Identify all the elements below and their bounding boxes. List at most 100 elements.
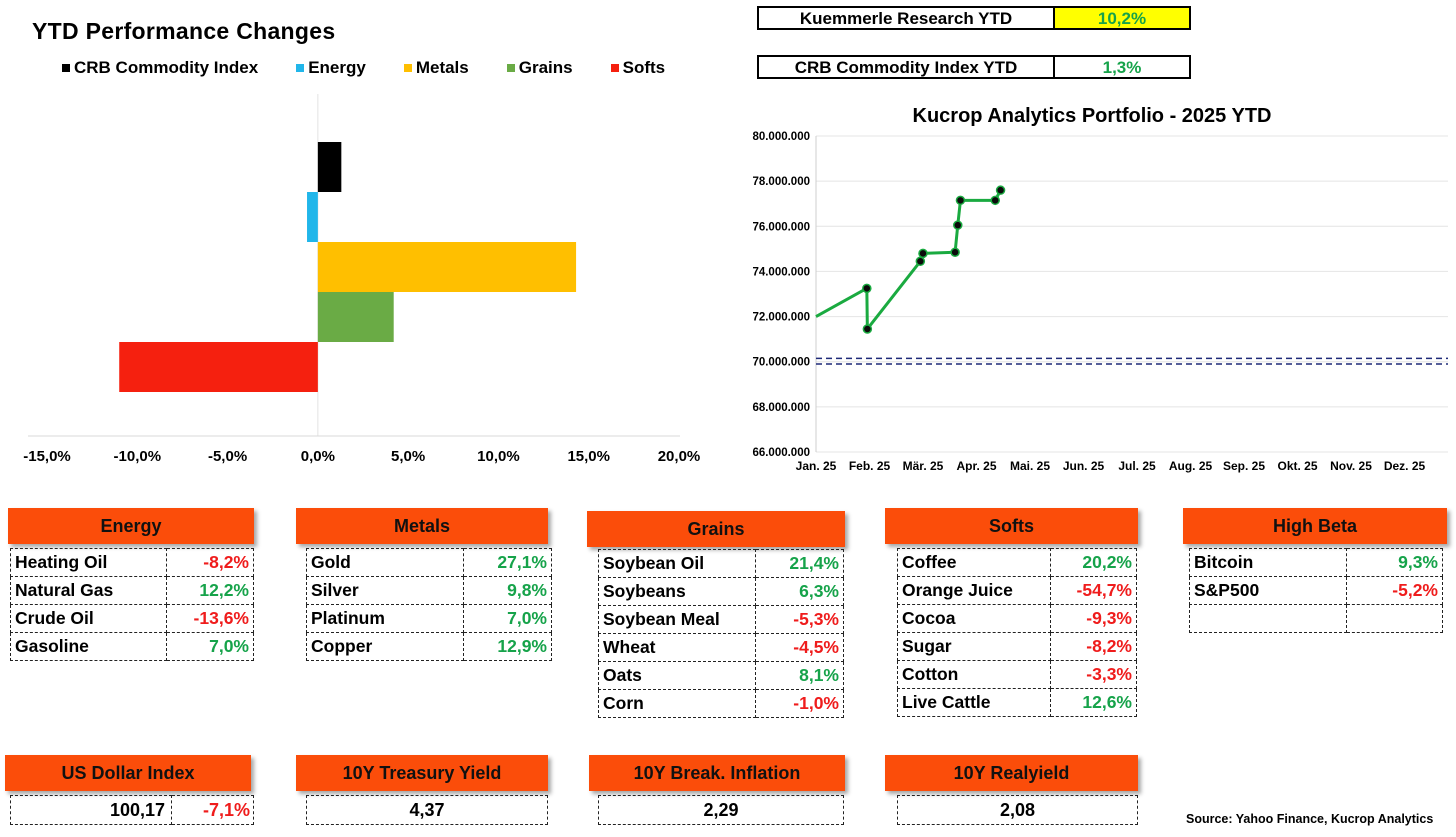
legend-swatch [506,64,515,72]
x-tick-label: Aug. 25 [1169,459,1213,473]
treasury-yield-card: 10Y Treasury Yield 4,37 [296,755,548,825]
metals-card: Metals Gold 27,1% Silver 9,8% Platinum 7,0% Co… [296,508,553,661]
energy-card: Energy Heating Oil -8,2% Natural Gas 12,2% C… [8,508,255,661]
table-row: Oats 8,1% [598,661,845,690]
row-value: 12,6% [1049,688,1138,717]
table-row: Bitcoin 9,3% [1189,548,1444,577]
row-name: Oats [598,661,756,690]
x-tick-label: 10,0% [477,448,520,465]
bar-0 [317,142,342,192]
x-tick-label: Sep. 25 [1223,459,1265,473]
row-name: Live Cattle [897,688,1051,717]
row-name: Orange Juice [897,576,1051,605]
x-tick-label: -10,0% [114,448,162,465]
row-name: Heating Oil [10,548,167,577]
energy-table: Heating Oil -8,2% Natural Gas 12,2% Crude Oi… [10,548,255,661]
data-point [950,247,960,257]
legend-item: Grains [506,58,573,78]
grains-card: Grains Soybean Oil 21,4% Soybeans 6,3% Soybe… [587,511,845,718]
high-beta-card: High Beta Bitcoin 9,3% S&P500 -5,2% [1183,508,1447,633]
kpi-value: 10,2% [1055,8,1189,28]
legend-item: CRB Commodity Index [62,58,258,78]
card-header: 10Y Break. Inflation [589,755,845,791]
y-tick-label: 68.000.000 [752,402,810,414]
y-tick-label: 76.000.000 [752,221,810,233]
card-header: 10Y Realyield [885,755,1138,791]
table-row: Crude Oil -13,6% [10,604,255,633]
data-point [862,324,873,334]
softs-table: Coffee 20,2% Orange Juice -54,7% Cocoa -9,3% S… [897,548,1138,717]
legend-item: Softs [610,58,666,78]
card-header: High Beta [1183,508,1447,544]
row-value: -13,6% [165,604,255,633]
ytd-bar-chart: -15,0% -10,0% -5,0% 0,0% 5,0% 10,0% 15,0% 20,0% [23,94,701,465]
row-name: Copper [306,632,464,661]
y-tick-label: 80.000.000 [752,131,810,143]
bar-4 [119,342,318,392]
real-yield-card: 10Y Realyield 2,08 [885,755,1138,825]
row-name: Bitcoin [1189,548,1347,577]
row-value: 9,8% [462,576,553,605]
row-value: 9,3% [1345,548,1444,577]
table-row: Gasoline 7,0% [10,632,255,661]
indicator-value: 100,17 [10,795,172,825]
row-value: 8,1% [754,661,845,690]
row-name: Wheat [598,633,756,662]
legend-swatch [610,64,619,72]
row-value: -5,3% [754,605,845,634]
row-value: -8,2% [165,548,255,577]
row-value: 7,0% [462,604,553,633]
x-tick-label: Okt. 25 [1277,459,1317,473]
row-value: -9,3% [1049,604,1138,633]
y-tick-label: 72.000.000 [752,312,810,324]
x-tick-label: 20,0% [658,448,701,465]
x-tick-label: 15,0% [567,448,610,465]
row-value [1345,604,1444,633]
table-row: Live Cattle 12,6% [897,688,1138,717]
row-value: 27,1% [462,548,553,577]
row-name: Gold [306,548,464,577]
source-note: Source: Yahoo Finance, Kucrop Analytics [1186,812,1434,826]
portfolio-line-chart: Kucrop Analytics Portfolio - 2025 YTD 80.… [752,105,1448,473]
table-row: Platinum 7,0% [306,604,553,633]
row-name: Natural Gas [10,576,167,605]
card-header: Softs [885,508,1138,544]
row-name: Corn [598,689,756,718]
x-tick-label: Jan. 25 [796,459,837,473]
grains-table: Soybean Oil 21,4% Soybeans 6,3% Soybean Meal… [598,549,845,718]
x-tick-label: Dez. 25 [1384,459,1426,473]
y-tick-label: 78.000.000 [752,176,810,188]
y-tick-label: 74.000.000 [752,266,810,278]
data-point [918,248,928,259]
legend-label: CRB Commodity Index [74,58,259,77]
data-point [915,256,926,267]
row-name: Gasoline [10,632,167,661]
table-row: Silver 9,8% [306,576,553,605]
x-tick-label: 0,0% [301,448,335,465]
row-name: Soybean Oil [598,549,756,578]
indicator-value: 2,29 [598,795,844,825]
indicator-value: 2,08 [897,795,1138,825]
row-value: 12,2% [165,576,255,605]
table-row: Coffee 20,2% [897,548,1138,577]
row-name: Cotton [897,660,1051,689]
data-point [955,195,966,206]
x-tick-label: Feb. 25 [849,459,891,473]
row-value: 20,2% [1049,548,1138,577]
softs-card: Softs Coffee 20,2% Orange Juice -54,7% Cocoa… [885,508,1138,717]
table-row: Corn -1,0% [598,689,845,718]
row-value: -8,2% [1049,632,1138,661]
data-point [990,195,1000,206]
kpi-crb-ytd: CRB Commodity Index YTD 1,3% [757,55,1191,79]
row-name: Platinum [306,604,464,633]
legend-label: Softs [622,58,666,77]
x-tick-label: -5,0% [208,448,247,465]
row-name: Crude Oil [10,604,167,633]
card-header: Grains [587,511,845,547]
legend-item: Metals [403,58,469,78]
table-row: Orange Juice -54,7% [897,576,1138,605]
ytd-chart-legend: CRB Commodity Index Energy Metals Grains Sof… [62,58,665,78]
row-name: Coffee [897,548,1051,577]
row-name: Sugar [897,632,1051,661]
kpi-label: Kuemmerle Research YTD [759,8,1055,28]
